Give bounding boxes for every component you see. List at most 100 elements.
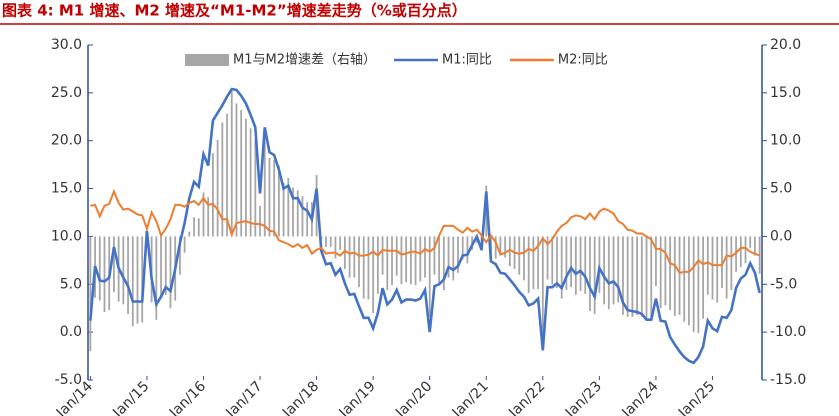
bar — [160, 236, 162, 298]
bar — [230, 90, 233, 237]
bar — [669, 236, 671, 311]
y2-tick-label: 0.0 — [770, 228, 792, 244]
bar — [301, 196, 304, 237]
bar — [551, 236, 554, 285]
bar — [405, 236, 408, 283]
bar — [207, 197, 210, 237]
bar — [645, 236, 648, 320]
bar — [353, 236, 356, 278]
bar — [584, 236, 587, 294]
x-tick-label: Jan/25 — [675, 378, 718, 416]
y2-tick-label: 5.0 — [770, 181, 792, 197]
bar — [306, 201, 309, 237]
bar — [414, 236, 417, 286]
bar — [556, 236, 558, 289]
bar — [202, 192, 205, 237]
bar — [739, 236, 742, 268]
bar — [244, 118, 247, 237]
bar — [136, 236, 139, 324]
y-tick-label: 5.0 — [60, 276, 82, 292]
bar — [419, 236, 422, 282]
bar — [598, 236, 601, 293]
bar — [395, 236, 398, 276]
bar — [329, 236, 332, 247]
y-tick-label: -5.0 — [55, 372, 82, 388]
bar — [631, 236, 634, 317]
bar — [113, 236, 115, 292]
bar — [141, 236, 144, 323]
bar — [193, 217, 195, 237]
bar — [721, 236, 723, 289]
bar — [546, 236, 549, 280]
bar — [574, 236, 577, 295]
y-tick-label: 20.0 — [51, 133, 82, 149]
legend-label: M1与M2增速差（右轴） — [233, 53, 376, 68]
y2-tick-label: 15.0 — [770, 85, 801, 101]
bar — [466, 236, 469, 264]
bar — [381, 236, 384, 275]
y-tick-label: 30.0 — [51, 37, 82, 53]
bar — [523, 236, 525, 281]
bar — [640, 236, 643, 317]
bar — [409, 236, 412, 285]
bar — [494, 236, 497, 259]
x-tick-label: Jan/16 — [166, 378, 209, 416]
bar — [711, 236, 714, 300]
bar — [702, 236, 704, 319]
bar — [688, 236, 690, 326]
bar — [400, 236, 403, 285]
bar — [221, 122, 224, 237]
bar — [565, 236, 568, 291]
x-tick-label: Jan/23 — [562, 378, 605, 416]
y-tick-label: 25.0 — [51, 85, 82, 101]
bar — [706, 236, 709, 295]
bar — [188, 231, 191, 237]
bar — [263, 137, 266, 237]
bar — [749, 236, 752, 248]
bar — [325, 236, 327, 247]
bar — [692, 236, 695, 333]
bar — [537, 236, 540, 290]
bar — [612, 236, 615, 305]
bar — [259, 205, 261, 237]
bar — [89, 236, 92, 352]
bar — [617, 236, 620, 303]
bar — [216, 139, 219, 237]
x-tick-label: Jan/18 — [279, 378, 322, 416]
bar — [438, 236, 441, 286]
legend-swatch — [185, 54, 229, 66]
bar — [179, 236, 181, 275]
bar — [636, 236, 638, 315]
bar — [730, 236, 733, 291]
bar — [452, 236, 455, 281]
y-tick-label: 0.0 — [60, 324, 82, 340]
bar — [744, 236, 747, 264]
y2-tick-label: 20.0 — [770, 37, 801, 53]
y2-tick-label: -5.0 — [770, 276, 797, 292]
bar — [131, 236, 134, 327]
bar — [391, 236, 393, 286]
bar — [292, 187, 294, 237]
bar — [508, 236, 511, 267]
bar — [697, 236, 700, 334]
bar — [673, 236, 676, 316]
x-tick-label: Jan/21 — [449, 378, 492, 416]
bar — [754, 236, 756, 256]
bar — [376, 236, 379, 294]
bar — [386, 236, 389, 291]
bar — [155, 236, 158, 320]
bar — [169, 236, 172, 309]
bar — [235, 103, 238, 237]
chart-title: 图表 4: M1 增速、M2 增速及“M1-M2”增速差走势（%或百分点） — [2, 2, 467, 20]
bar — [240, 110, 243, 237]
x-tick-label: Jan/17 — [222, 378, 265, 416]
line — [90, 188, 761, 274]
x-tick-label: Jan/20 — [392, 378, 435, 416]
bar — [372, 236, 375, 313]
bar — [268, 157, 271, 237]
bar — [499, 236, 502, 255]
bar — [607, 236, 610, 310]
bar — [541, 236, 544, 349]
bar — [282, 182, 285, 237]
bar — [659, 236, 662, 309]
